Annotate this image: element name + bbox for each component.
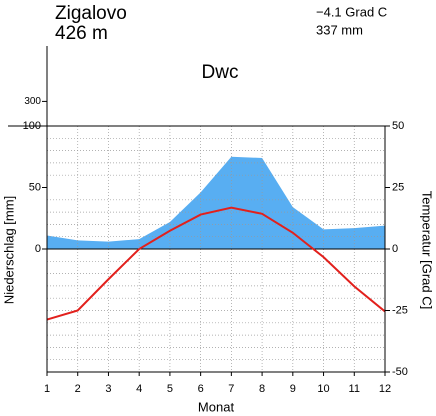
y2-tick-label: -25 (392, 304, 408, 316)
x-tick-label: 1 (44, 383, 50, 395)
climate-class: Dwc (202, 62, 239, 83)
x-tick-label: 7 (228, 383, 234, 395)
x-tick-label: 12 (379, 383, 391, 395)
y2-tick-label: -50 (392, 366, 408, 378)
x-tick-label: 6 (198, 383, 204, 395)
y2-tick-label: 0 (392, 243, 398, 255)
elevation: 426 m (55, 23, 108, 44)
station: Zigalovo (55, 3, 127, 24)
annual-precipitation: 337 mm (316, 22, 363, 37)
x-tick-label: 8 (259, 383, 265, 395)
x-tick-label: 11 (349, 383, 360, 395)
y-tick-label: 300 (24, 96, 41, 107)
temperature-line (46, 206, 386, 321)
y2-tick-label: 50 (392, 120, 404, 132)
x-label: Monat (198, 399, 235, 414)
y2-label: Temperatur [Grad C] (420, 191, 435, 310)
x-tick-label: 3 (105, 383, 111, 395)
y2-tick-label: 25 (392, 181, 404, 193)
x-tick-label: 2 (75, 383, 81, 395)
x-tick-label: 5 (167, 383, 173, 395)
y-tick-label: 50 (29, 181, 41, 193)
y-tick-label: 0 (35, 243, 41, 255)
y-label: Niederschlag [mm] (1, 196, 16, 304)
x-tick-label: 4 (136, 383, 142, 395)
mean-temperature: −4.1 Grad C (316, 4, 387, 19)
x-tick-label: 10 (317, 383, 329, 395)
x-tick-label: 9 (290, 383, 296, 395)
y-tick-label: 100 (23, 120, 41, 132)
precipitation-area (47, 156, 385, 249)
